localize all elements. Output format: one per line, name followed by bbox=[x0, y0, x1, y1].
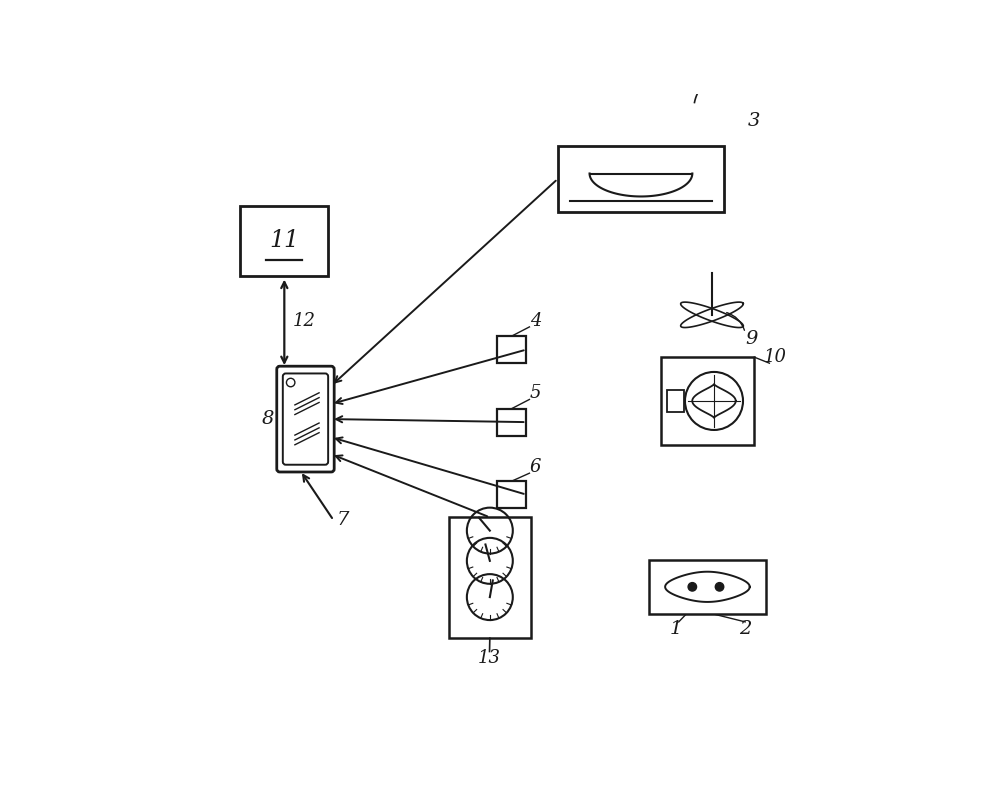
Bar bbox=[497, 408, 526, 436]
Circle shape bbox=[688, 582, 697, 591]
Text: 9: 9 bbox=[745, 330, 757, 348]
Bar bbox=[497, 481, 526, 508]
Text: 12: 12 bbox=[292, 312, 315, 330]
Text: 1: 1 bbox=[670, 620, 682, 638]
Text: 13: 13 bbox=[478, 648, 501, 666]
Bar bbox=[497, 336, 526, 363]
Bar bbox=[649, 560, 766, 614]
Circle shape bbox=[715, 582, 724, 591]
Text: 7: 7 bbox=[337, 511, 349, 529]
Bar bbox=[661, 357, 754, 445]
Bar bbox=[558, 145, 724, 212]
FancyBboxPatch shape bbox=[283, 374, 328, 465]
Text: 3: 3 bbox=[748, 112, 760, 130]
Bar bbox=[449, 517, 531, 638]
Bar bbox=[667, 390, 684, 412]
FancyBboxPatch shape bbox=[277, 366, 334, 472]
Text: 10: 10 bbox=[764, 348, 787, 366]
Text: 2: 2 bbox=[739, 620, 751, 638]
Text: 5: 5 bbox=[530, 385, 541, 403]
Text: 8: 8 bbox=[262, 410, 274, 428]
Bar bbox=[240, 206, 328, 276]
Text: 11: 11 bbox=[269, 229, 299, 252]
Text: 4: 4 bbox=[530, 312, 541, 330]
Text: 6: 6 bbox=[530, 458, 541, 476]
